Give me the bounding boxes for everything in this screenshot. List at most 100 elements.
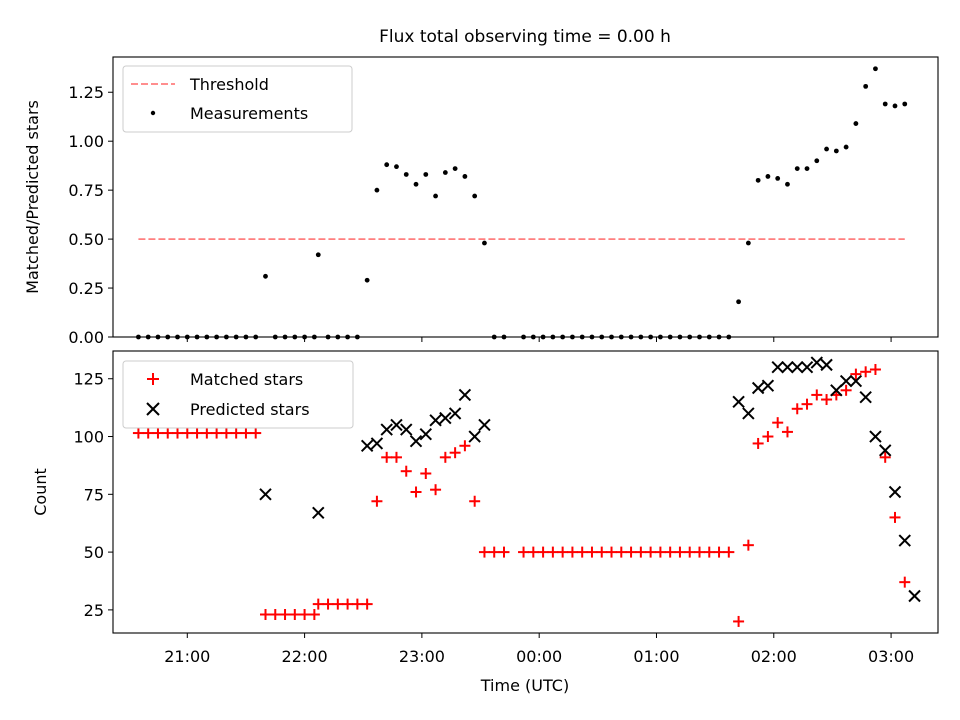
predicted-star-point bbox=[859, 391, 872, 404]
measurement-point bbox=[442, 170, 448, 175]
top-axes-frame bbox=[112, 56, 939, 338]
measurement-point bbox=[863, 83, 869, 89]
measurement-point bbox=[785, 181, 790, 187]
matched-star-point bbox=[172, 427, 184, 439]
matched-star-point bbox=[801, 398, 813, 410]
matched-stars-legend-swatch bbox=[147, 373, 159, 385]
predicted-star-point bbox=[820, 358, 833, 372]
matched-star-point bbox=[322, 598, 334, 610]
matched-star-point bbox=[518, 546, 530, 558]
measurement-point bbox=[423, 172, 429, 177]
matched-star-point bbox=[312, 598, 324, 610]
predicted-star-point bbox=[879, 444, 892, 457]
matched-star-point bbox=[811, 389, 823, 401]
bottom-y-tick-label: 75 bbox=[84, 485, 104, 504]
matched-star-point bbox=[390, 451, 402, 463]
measurement-point bbox=[472, 193, 478, 199]
matched-star-point bbox=[557, 546, 569, 558]
matched-star-point bbox=[654, 546, 666, 558]
matched-star-point bbox=[211, 427, 223, 439]
matched-star-point bbox=[664, 546, 676, 558]
matched-star-point bbox=[351, 598, 363, 610]
measurement-point bbox=[902, 101, 908, 107]
measurements-legend-swatch bbox=[150, 110, 156, 116]
predicted-star-point bbox=[800, 360, 814, 374]
matched-star-point bbox=[674, 546, 686, 558]
matched-star-point bbox=[201, 427, 213, 439]
measurement-point bbox=[452, 166, 458, 172]
matched-star-point bbox=[361, 598, 373, 610]
matched-star-point bbox=[547, 546, 559, 558]
measurement-point bbox=[853, 121, 859, 126]
predicted-star-point bbox=[380, 423, 393, 436]
predicted-star-point bbox=[419, 428, 433, 441]
measurement-point bbox=[755, 177, 761, 183]
matched-star-point bbox=[615, 546, 627, 558]
measurement-point bbox=[462, 174, 468, 179]
matched-star-point bbox=[821, 394, 833, 406]
matched-star-point bbox=[889, 511, 901, 523]
matched-star-point bbox=[230, 427, 242, 439]
matched-star-point bbox=[840, 384, 852, 396]
predicted-star-point bbox=[908, 589, 921, 603]
matched-star-point bbox=[332, 598, 344, 610]
predicted-star-point bbox=[849, 374, 863, 388]
matched-star-point bbox=[469, 495, 481, 507]
matched-star-point bbox=[478, 546, 490, 558]
x-tick-label: 22:00 bbox=[282, 647, 328, 666]
top-y-tick-label: 0.00 bbox=[68, 328, 104, 347]
matched-star-point bbox=[772, 417, 784, 429]
matched-star-point bbox=[410, 486, 422, 498]
matched-star-point bbox=[220, 427, 232, 439]
predicted-star-point bbox=[370, 437, 384, 450]
measurement-point bbox=[364, 277, 370, 283]
matched-star-point bbox=[181, 427, 193, 439]
predicted-star-point bbox=[429, 414, 442, 427]
matched-star-point bbox=[152, 427, 164, 439]
matched-star-point bbox=[860, 366, 872, 378]
matched-star-point bbox=[733, 615, 745, 627]
predicted-star-point bbox=[839, 374, 853, 388]
predicted-star-point bbox=[751, 381, 765, 395]
x-tick-label: 03:00 bbox=[868, 647, 914, 666]
x-tick-label: 21:00 bbox=[164, 647, 210, 666]
bottom-axes-frame bbox=[112, 350, 939, 634]
bottom-plot-area: 25 50 75 100 125 21:00 22:00 23:00 00:00 01:00 02:… bbox=[73, 356, 921, 666]
matched-star-point bbox=[430, 484, 442, 496]
top-y-axis-label: Matched/Predicted stars bbox=[23, 100, 42, 294]
bottom-legend-box bbox=[122, 360, 354, 429]
measurements-legend-label: Measurements bbox=[190, 104, 308, 123]
matched-star-point bbox=[537, 546, 549, 558]
predicted-star-point bbox=[360, 439, 374, 452]
measurement-point bbox=[315, 252, 321, 258]
matched-star-point bbox=[596, 546, 608, 558]
matched-star-point bbox=[791, 403, 803, 415]
matched-star-point bbox=[723, 546, 735, 558]
matched-star-point bbox=[752, 437, 764, 449]
predicted-star-point bbox=[390, 418, 403, 432]
predicted-star-point bbox=[478, 418, 491, 432]
matched-star-point bbox=[781, 426, 793, 438]
measurement-point bbox=[804, 166, 810, 172]
matched-star-point bbox=[299, 609, 311, 621]
measurement-point bbox=[765, 174, 771, 179]
top-y-tick-label: 0.25 bbox=[68, 279, 104, 298]
matched-star-point bbox=[459, 440, 471, 452]
top-y-tick-label: 1.00 bbox=[68, 132, 104, 151]
matched-star-point bbox=[449, 447, 461, 459]
matched-star-point bbox=[279, 609, 291, 621]
predicted-stars-legend-label: Predicted stars bbox=[190, 400, 310, 419]
measurement-point bbox=[745, 240, 751, 246]
measurement-point bbox=[394, 164, 399, 170]
measurement-point bbox=[433, 193, 438, 199]
measurement-point bbox=[843, 144, 849, 150]
predicted-star-point bbox=[869, 430, 882, 443]
predicted-star-point bbox=[771, 360, 784, 374]
matched-star-point bbox=[400, 465, 412, 477]
matched-star-point bbox=[488, 546, 500, 558]
top-legend: Threshold Measurements bbox=[122, 65, 353, 133]
matched-star-point bbox=[259, 609, 271, 621]
measurement-point bbox=[482, 240, 487, 246]
matched-star-point bbox=[191, 427, 203, 439]
matched-star-point bbox=[566, 546, 578, 558]
